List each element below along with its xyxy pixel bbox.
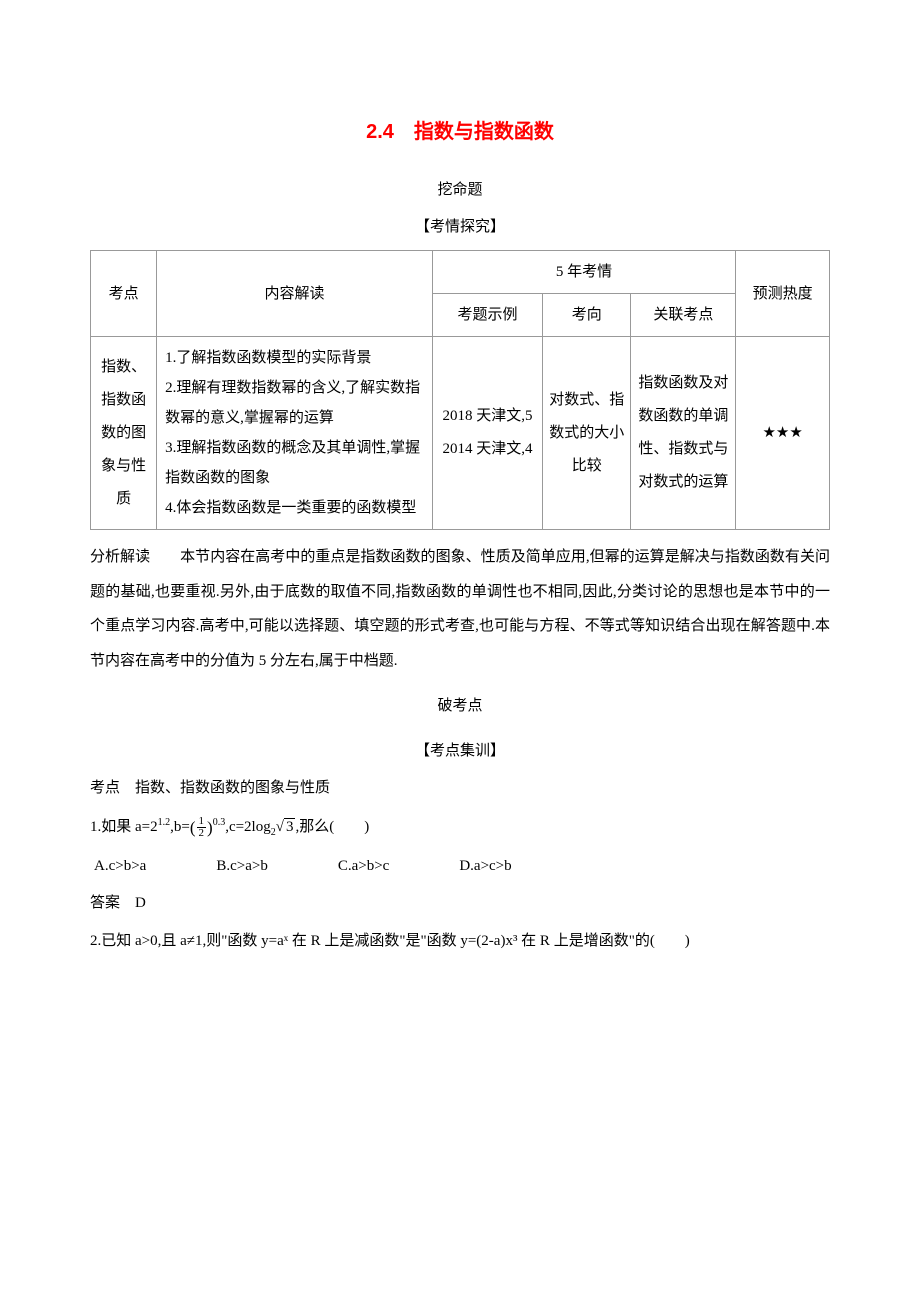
page-title: 2.4 指数与指数函数 — [90, 110, 830, 154]
lparen-icon: ( — [190, 818, 196, 837]
opt-b: B.c>a>b — [216, 850, 268, 883]
frac-den: 2 — [197, 828, 207, 839]
analysis-label: 分析解读 — [90, 549, 150, 565]
q1-tail: ,那么( ) — [295, 819, 369, 835]
exam-table: 考点 内容解读 5 年考情 预测热度 考题示例 考向 关联考点 指数、指数函数的… — [90, 250, 830, 530]
q1-mid1: ,b= — [170, 819, 190, 835]
break-point-heading: 破考点 — [90, 690, 830, 723]
th-examples: 考题示例 — [432, 294, 542, 337]
question-1-answer: 答案 D — [90, 887, 830, 920]
th-heat: 预测热度 — [736, 251, 830, 337]
cell-direction: 对数式、指数式的大小比较 — [543, 337, 631, 530]
opt-d: D.a>c>b — [459, 850, 511, 883]
th-5year: 5 年考情 — [432, 251, 735, 294]
cell-topic: 指数、指数函数的图象与性质 — [91, 337, 157, 530]
opt-a: A.c>b>a — [94, 850, 146, 883]
opt-c: C.a>b>c — [338, 850, 390, 883]
cell-examples: 2018 天津文,5 2014 天津文,4 — [432, 337, 542, 530]
analysis-paragraph: 分析解读 本节内容在高考中的重点是指数函数的图象、性质及简单应用,但幂的运算是解… — [90, 540, 830, 678]
th-topic: 考点 — [91, 251, 157, 337]
sqrt-icon: √3 — [276, 811, 296, 844]
analysis-text: 本节内容在高考中的重点是指数函数的图象、性质及简单应用,但幂的运算是解决与指数函… — [90, 549, 830, 669]
digging-heading: 挖命题 — [90, 174, 830, 207]
exam-explore-heading: 【考情探究】 — [90, 211, 830, 244]
question-2: 2.已知 a>0,且 a≠1,则"函数 y=aˣ 在 R 上是减函数"是"函数 … — [90, 924, 830, 959]
th-direction: 考向 — [543, 294, 631, 337]
fraction-half: 12 — [197, 816, 207, 839]
cell-related: 指数函数及对数函数的单调性、指数式与对数式的运算 — [631, 337, 736, 530]
cell-content: 1.了解指数函数模型的实际背景 2.理解有理数指数幂的含义,了解实数指数幂的意义… — [157, 337, 433, 530]
th-content: 内容解读 — [157, 251, 433, 337]
q1-sqrt-arg: 3 — [284, 818, 296, 836]
th-related: 关联考点 — [631, 294, 736, 337]
training-heading: 【考点集训】 — [90, 735, 830, 768]
question-1-options: A.c>b>a B.c>a>b C.a>b>c D.a>c>b — [90, 850, 830, 883]
kaodian-line: 考点 指数、指数函数的图象与性质 — [90, 772, 830, 805]
q1-lead: 1.如果 a=2 — [90, 819, 158, 835]
q1-exp2: 0.3 — [213, 817, 226, 828]
question-1: 1.如果 a=21.2,b=(12)0.3,c=2log2√3,那么( ) — [90, 809, 830, 846]
q1-exp1: 1.2 — [158, 817, 171, 828]
cell-heat: ★★★ — [736, 337, 830, 530]
q1-mid2: ,c=2log — [225, 819, 271, 835]
